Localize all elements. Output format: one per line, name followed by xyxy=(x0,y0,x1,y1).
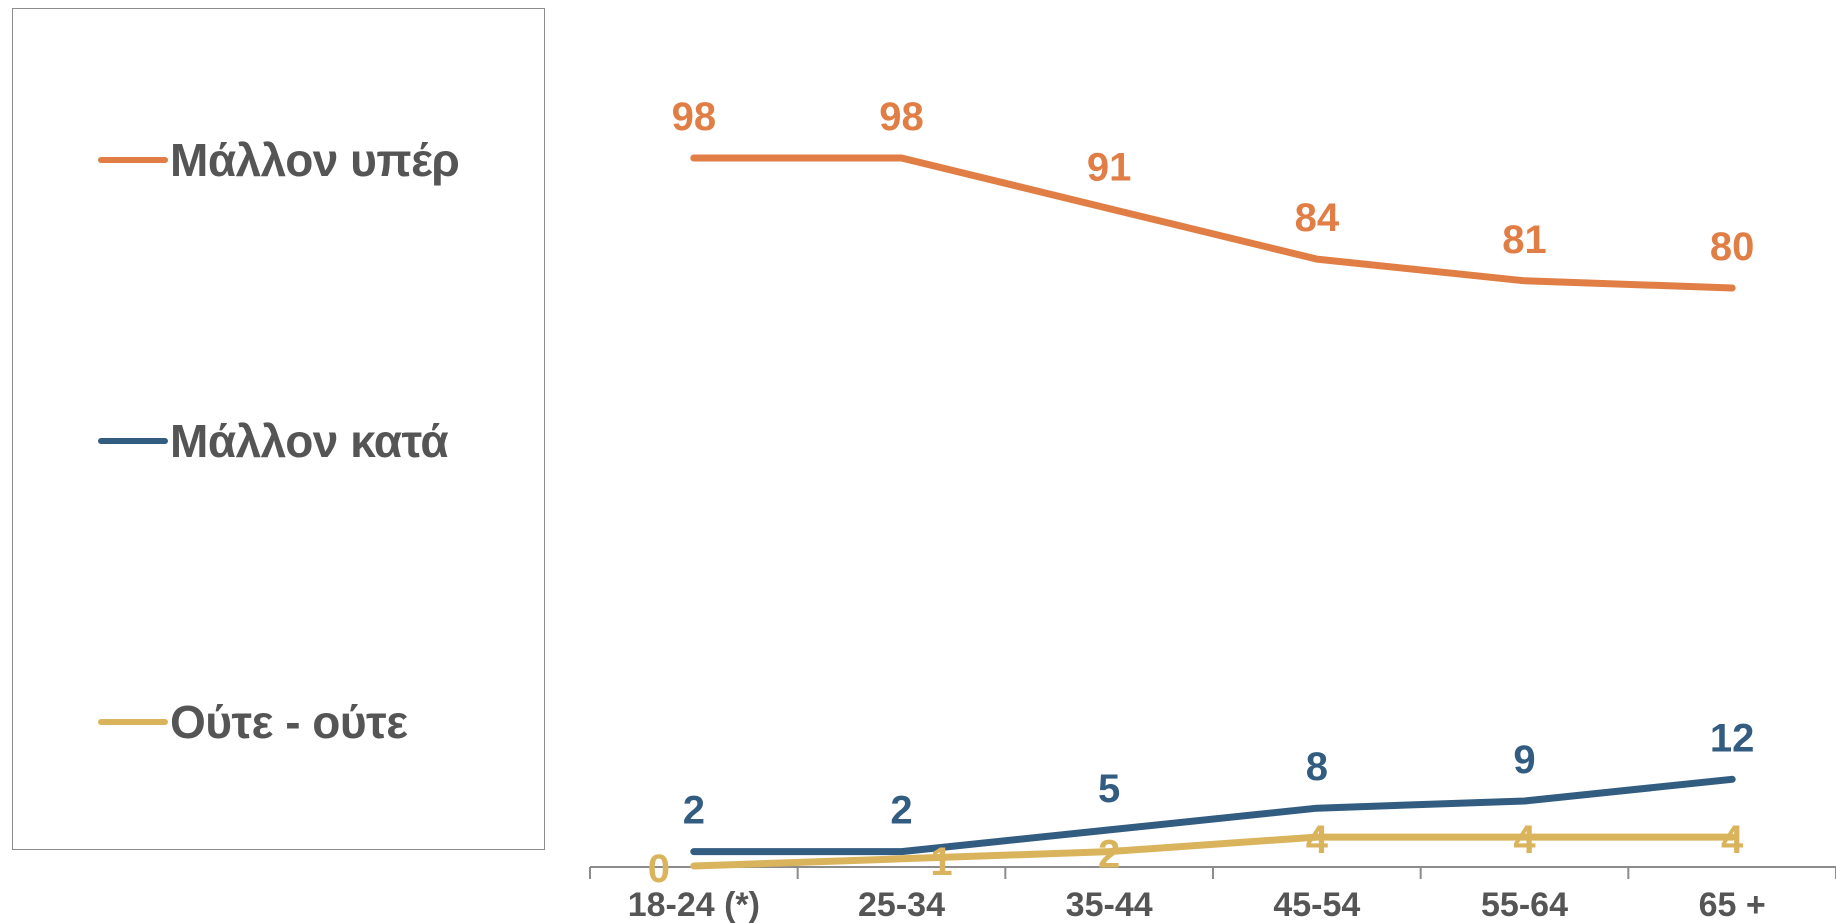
legend-label-oute-oute: Ούτε - ούτε xyxy=(170,696,408,748)
x-tick-label: 45-54 xyxy=(1273,886,1360,923)
legend-item-mallon-yper: Μάλλον υπέρ xyxy=(98,130,460,190)
series-line-1 xyxy=(690,775,1736,856)
series-line-2 xyxy=(690,833,1736,870)
legend-label-mallon-yper: Μάλλον υπέρ xyxy=(170,134,460,186)
data-label: 91 xyxy=(1087,146,1132,190)
legend-swatch-mallon-yper xyxy=(98,157,168,163)
data-label: 80 xyxy=(1710,225,1755,269)
data-label: 98 xyxy=(879,95,924,139)
data-label: 98 xyxy=(672,95,717,139)
data-label: 1 xyxy=(930,840,952,884)
data-label: 5 xyxy=(1098,767,1120,811)
legend-label-mallon-kata: Μάλλον κατά xyxy=(170,415,449,467)
data-label: 2 xyxy=(1098,833,1120,877)
legend-swatch-mallon-kata xyxy=(98,438,168,444)
legend-item-mallon-kata: Μάλλον κατά xyxy=(98,411,449,471)
data-label: 81 xyxy=(1502,218,1547,262)
x-tick-label: 25-34 xyxy=(858,886,945,923)
data-label: 9 xyxy=(1513,738,1535,782)
data-label: 0 xyxy=(648,847,670,891)
data-label: 12 xyxy=(1710,716,1755,760)
x-tick-label: 35-44 xyxy=(1066,886,1153,923)
x-tick-label: 18-24 (*) xyxy=(628,886,760,923)
data-label: 4 xyxy=(1513,818,1536,862)
data-label: 2 xyxy=(890,789,912,833)
legend-swatch-oute-oute xyxy=(98,719,168,725)
data-label: 4 xyxy=(1306,818,1329,862)
series-line-0 xyxy=(690,154,1736,292)
data-label: 8 xyxy=(1306,745,1328,789)
legend-item-oute-oute: Ούτε - ούτε xyxy=(98,692,408,752)
legend: Μάλλον υπέρ Μάλλον κατά Ούτε - ούτε xyxy=(12,8,545,850)
x-tick-label: 55-64 xyxy=(1481,886,1568,923)
data-label: 2 xyxy=(683,789,705,833)
data-label: 4 xyxy=(1721,818,1744,862)
data-label: 84 xyxy=(1295,196,1340,240)
x-tick-label: 65 + xyxy=(1699,886,1766,923)
